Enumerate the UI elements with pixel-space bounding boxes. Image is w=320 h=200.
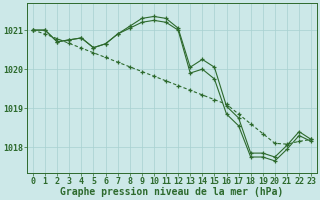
X-axis label: Graphe pression niveau de la mer (hPa): Graphe pression niveau de la mer (hPa) — [60, 187, 284, 197]
